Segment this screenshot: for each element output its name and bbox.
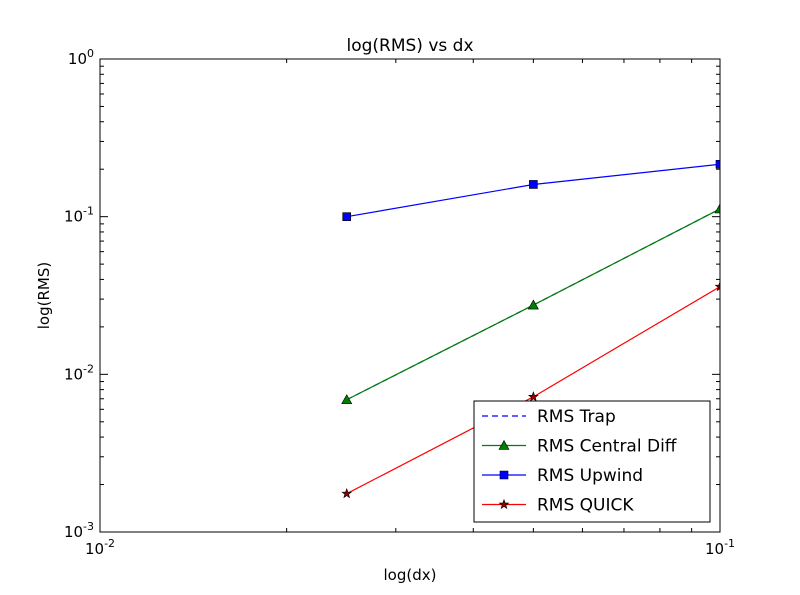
y-tick-label: 10-1 [64,205,94,226]
x-tick-label: 10-1 [705,537,735,558]
series-2-point-2 [715,159,720,169]
legend-label-3: RMS QUICK [537,496,634,516]
legend-marker-2 [499,470,509,480]
y-tick-label: 10-3 [64,520,94,541]
series-2-point-0 [342,212,352,221]
series-3-point-2 [714,280,720,292]
legend-label-0: RMS Trap [537,407,616,427]
legend-marker-1 [498,439,510,450]
axes-frame [99,58,721,533]
y-axis-label: log(RMS) [35,262,53,329]
series-3-point-0 [341,488,353,499]
legend-label-2: RMS Upwind [537,466,643,486]
chart-title: log(RMS) vs dx [346,36,473,56]
series-1-point-0 [341,394,353,405]
series-3-point-1 [527,391,539,402]
x-axis-label: log(dx) [384,566,437,584]
series-2-point-1 [529,180,538,189]
legend-box [473,400,711,523]
legend-label-1: RMS Central Diff [537,437,678,457]
series-1-point-1 [527,299,539,310]
y-tick-label: 10-2 [64,362,94,383]
series-1-point-2 [714,203,720,214]
y-tick-label: 100 [68,47,94,68]
x-tick-label: 10-2 [85,537,115,558]
legend-marker-3 [498,498,510,510]
